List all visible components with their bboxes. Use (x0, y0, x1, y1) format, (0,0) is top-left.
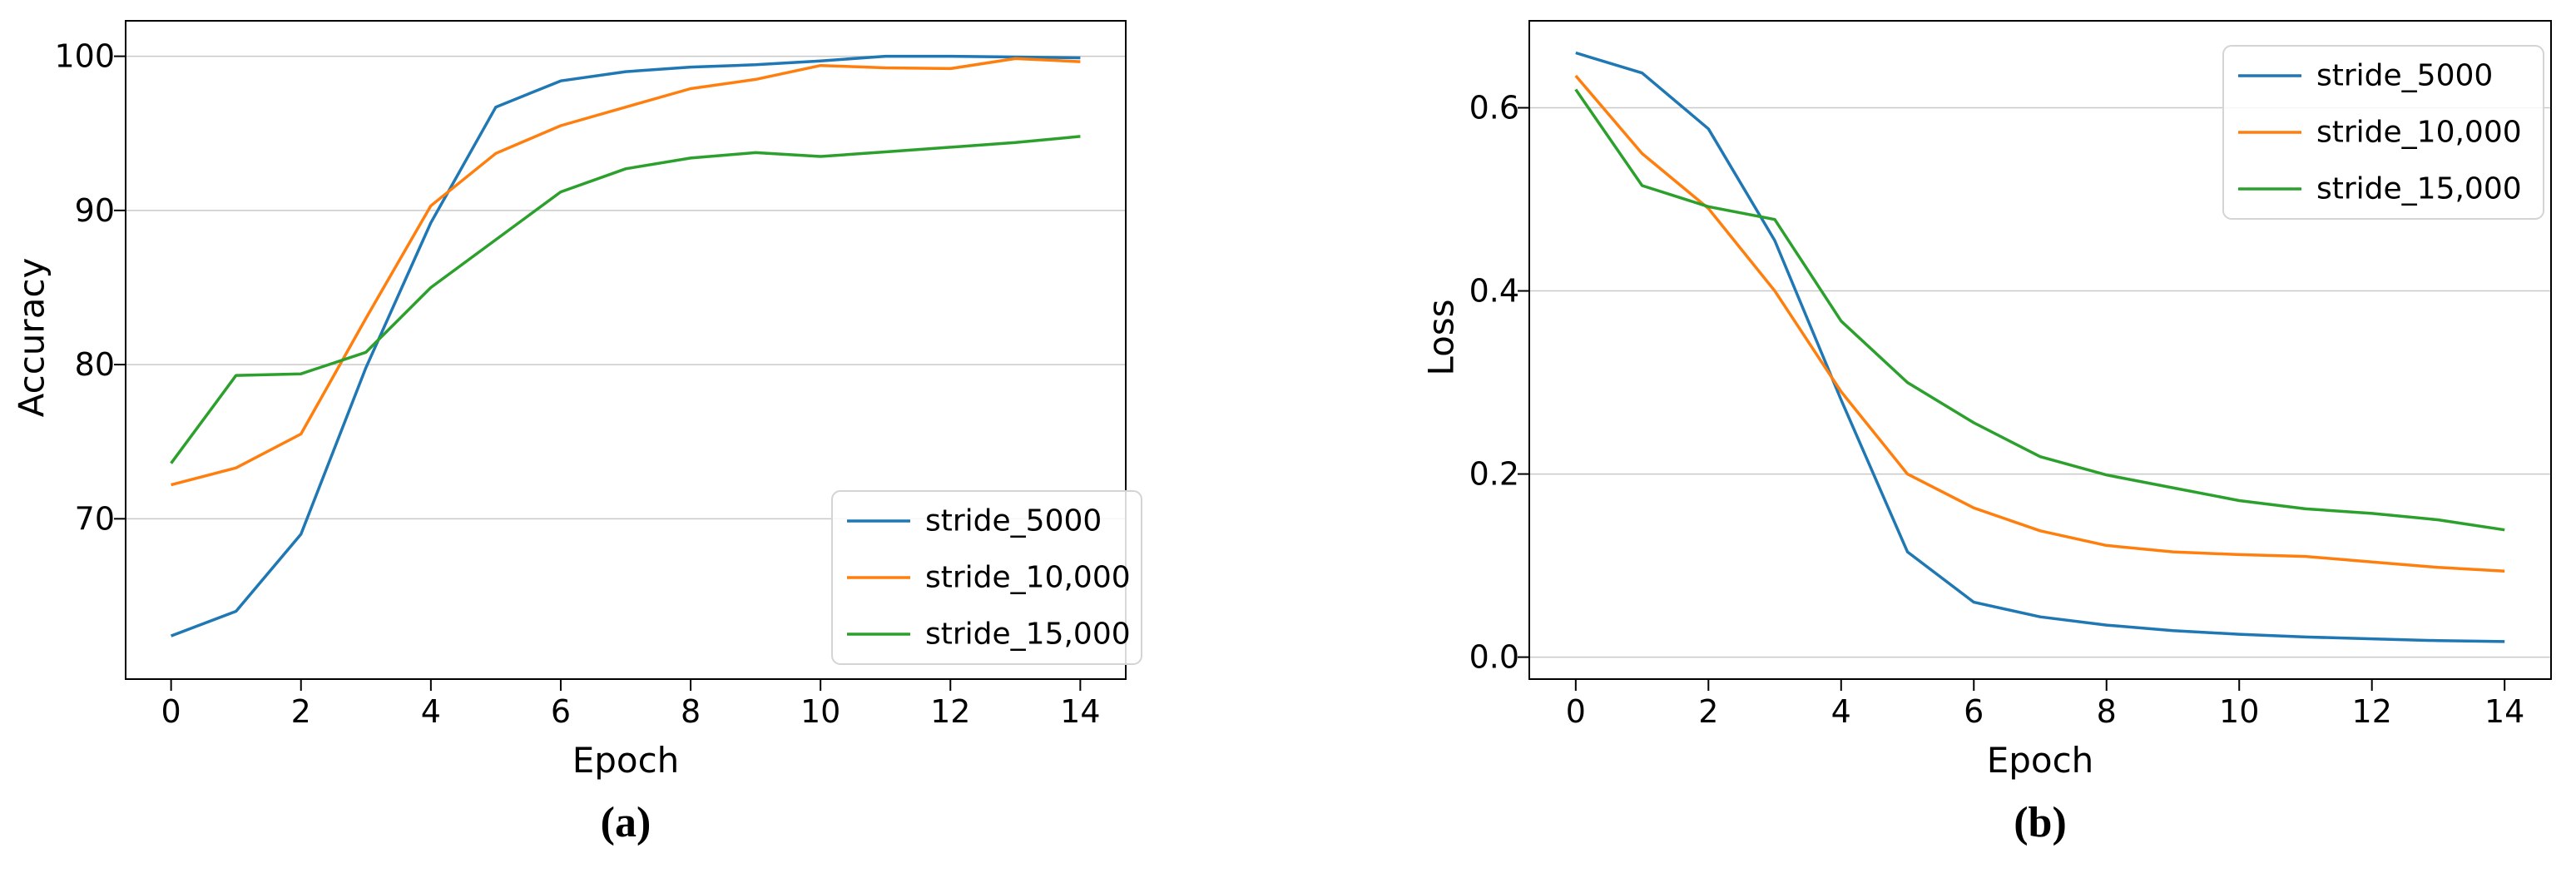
x-tick-label: 4 (421, 693, 441, 730)
chart-panel-loss: 0.0 0.2 0.4 0.6 0 2 4 6 8 10 12 14 Epoch Loss stride_5… (1421, 20, 2552, 846)
plot-box (125, 20, 1127, 680)
legend-label: stride_15,000 (925, 618, 1131, 652)
y-tick-label: 80 (75, 346, 115, 383)
series-line-stride_15000 (1574, 88, 2505, 532)
x-tick-label: 10 (2219, 693, 2259, 730)
x-tick-label: 4 (1831, 693, 1851, 730)
x-tick-label: 10 (800, 693, 840, 730)
series-line-stride_5000 (170, 54, 1081, 637)
x-tick-label: 6 (1964, 693, 1984, 730)
legend: stride_5000 stride_10,000 stride_15,000 (831, 490, 1142, 665)
x-tick-label: 12 (930, 693, 970, 730)
x-tick-label: 14 (1060, 693, 1100, 730)
y-axis-label: Accuracy (12, 258, 52, 418)
legend-label: stride_10,000 (925, 561, 1131, 595)
y-tick-label: 0.6 (1469, 90, 1519, 127)
legend-label: stride_15,000 (2316, 172, 2522, 206)
legend-label: stride_10,000 (2316, 116, 2522, 150)
chart-panel-accuracy: 70 80 90 100 0 2 4 6 8 10 12 14 Epoch Accuracy stride_… (12, 20, 1142, 846)
x-axis-label: Epoch (572, 740, 680, 781)
panel-caption: (a) (601, 799, 651, 846)
series-line-stride_10000 (1574, 74, 2505, 573)
series-line-stride_15000 (170, 135, 1081, 464)
series-line-stride_10000 (171, 57, 1081, 487)
x-tick-label: 12 (2352, 693, 2392, 730)
x-tick-label: 8 (681, 693, 701, 730)
x-tick-label: 8 (2097, 693, 2117, 730)
legend-box (2222, 45, 2544, 220)
y-tick-label: 100 (54, 38, 115, 75)
x-axis-label: Epoch (1987, 740, 2094, 781)
x-tick-label: 0 (161, 693, 181, 730)
legend-label: stride_5000 (925, 504, 1102, 538)
legend-label: stride_5000 (2316, 59, 2493, 93)
x-tick-label: 14 (2484, 693, 2524, 730)
y-tick-label: 0.4 (1469, 273, 1519, 310)
y-tick-label: 90 (75, 192, 115, 229)
y-axis-label: Loss (1421, 299, 1462, 375)
y-tick-label: 0.0 (1469, 639, 1519, 676)
x-tick-label: 6 (551, 693, 571, 730)
legend-box (831, 490, 1142, 665)
y-tick-label: 0.2 (1469, 456, 1519, 493)
x-tick-label: 2 (1698, 693, 1718, 730)
panel-caption: (b) (2014, 799, 2067, 846)
y-tick-label: 70 (75, 500, 115, 537)
legend: stride_5000 stride_10,000 stride_15,000 (2222, 45, 2544, 220)
series-line-stride_5000 (1575, 51, 2505, 643)
x-tick-label: 0 (1566, 693, 1586, 730)
x-tick-label: 2 (291, 693, 311, 730)
plot-box (1528, 20, 2552, 680)
